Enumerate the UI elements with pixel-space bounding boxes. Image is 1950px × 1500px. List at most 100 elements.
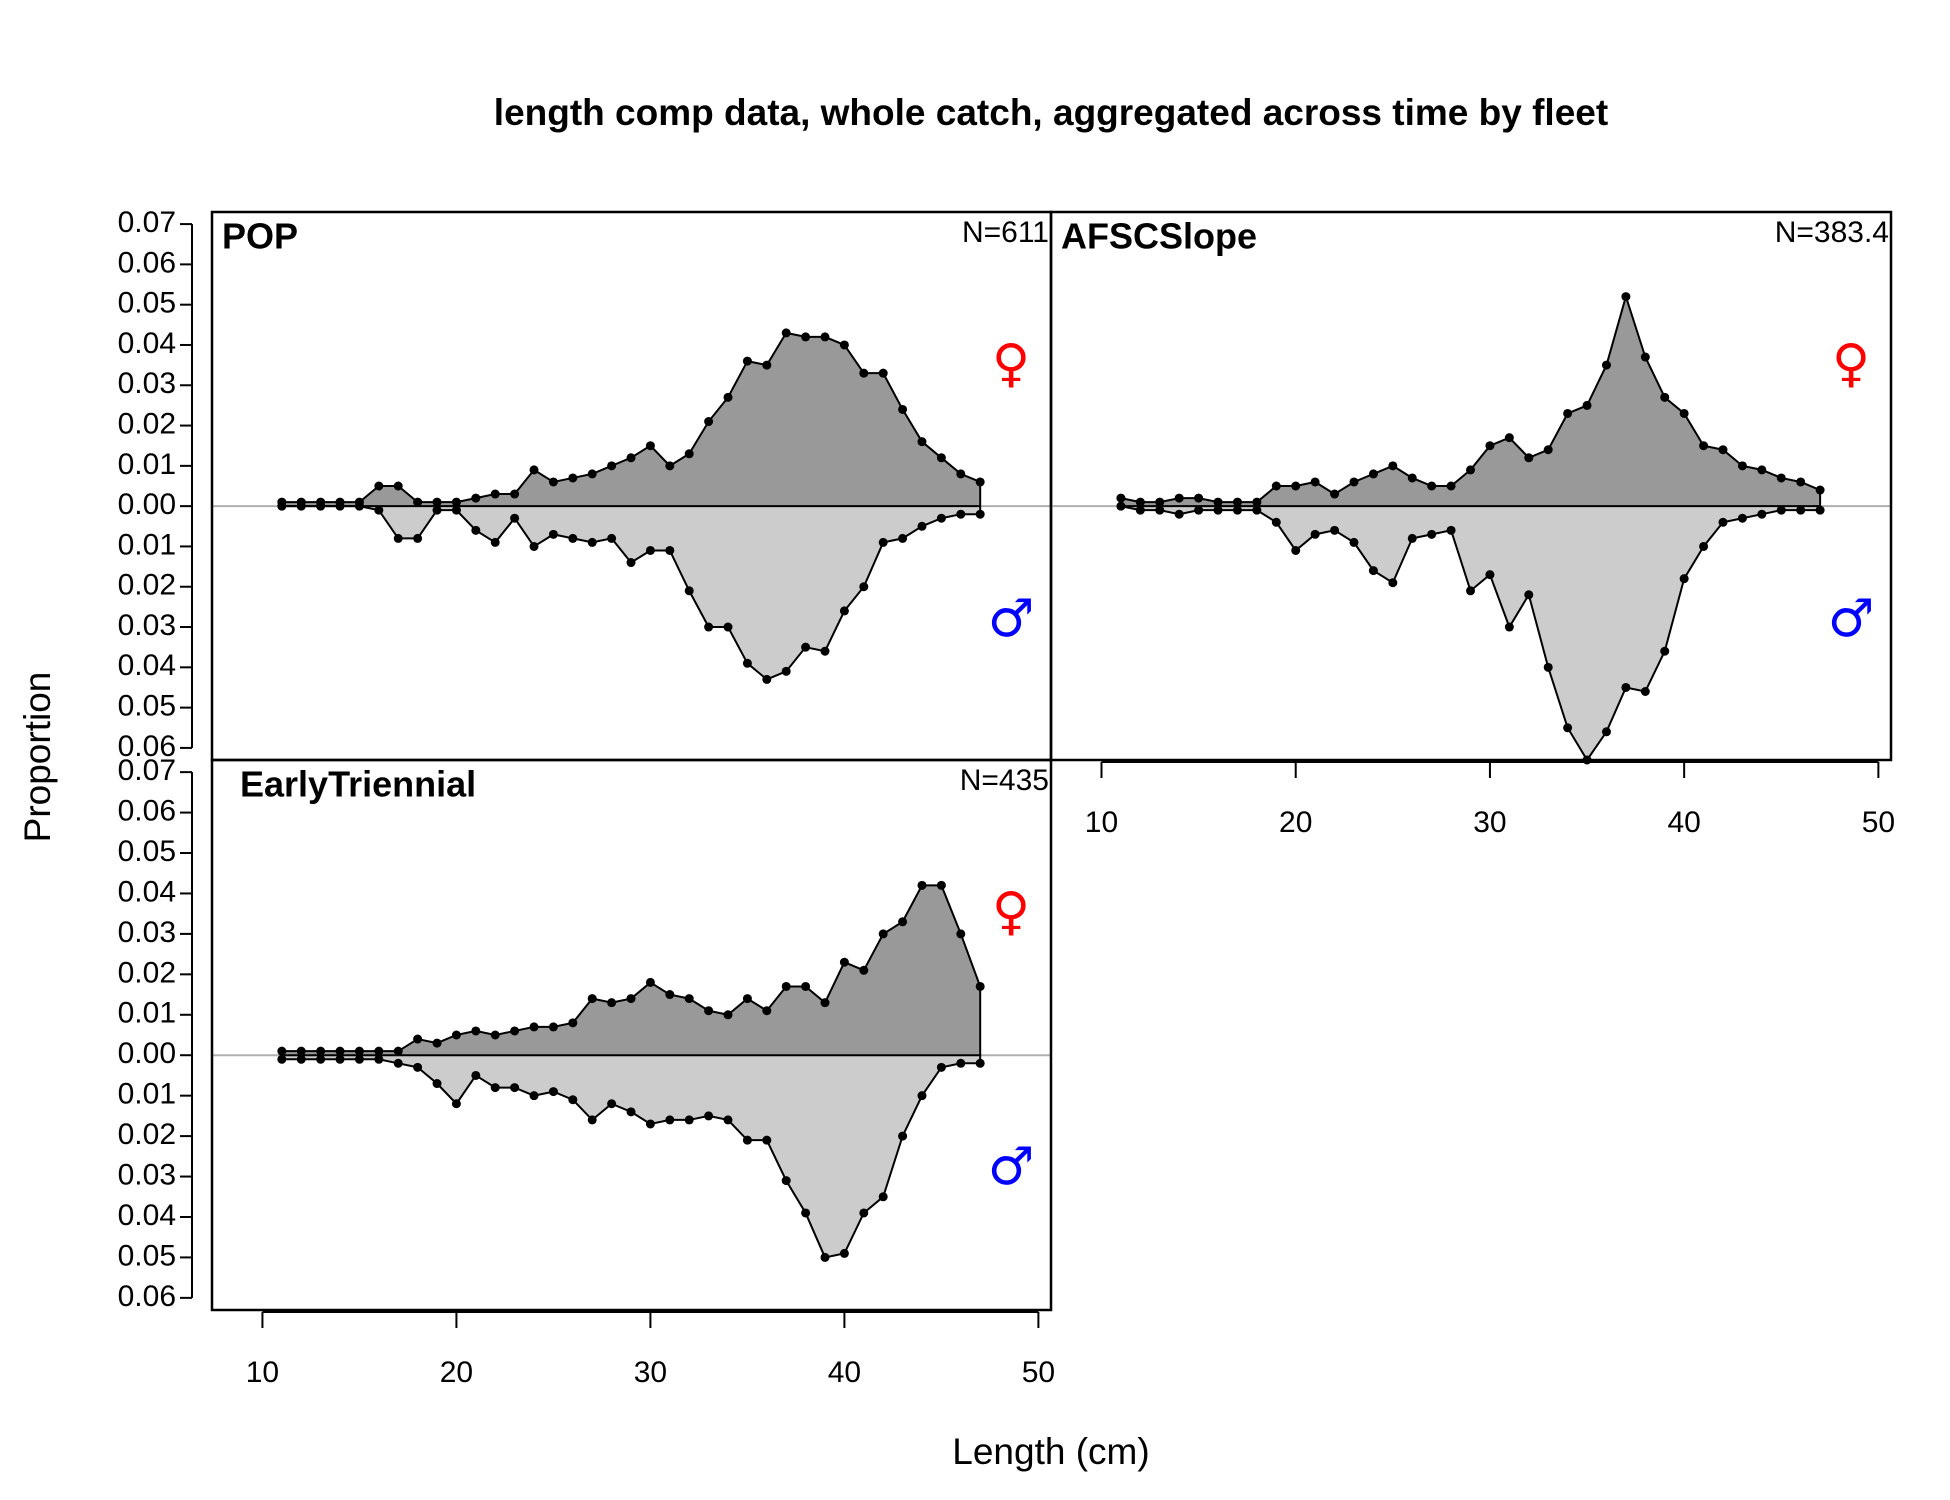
- point: [1135, 505, 1145, 515]
- point: [626, 994, 636, 1004]
- x-tick-label: 30: [1473, 806, 1506, 839]
- point: [1116, 493, 1126, 503]
- point: [432, 497, 442, 507]
- panel-title: AFSCSlope: [1061, 216, 1257, 257]
- point: [354, 501, 364, 511]
- point: [413, 497, 423, 507]
- point: [645, 1119, 655, 1129]
- point: [490, 537, 500, 547]
- point: [1174, 493, 1184, 503]
- point: [335, 501, 345, 511]
- point: [898, 404, 908, 414]
- point: [1601, 360, 1611, 370]
- point: [1232, 505, 1242, 515]
- legend-symbol: ♀: [992, 882, 1030, 942]
- y-tick-label: 0.02: [118, 569, 176, 602]
- point: [529, 1022, 539, 1032]
- point: [723, 1010, 733, 1020]
- legend-symbol: ♀: [1832, 334, 1870, 394]
- point: [1388, 578, 1398, 588]
- x-tick-label: 20: [1279, 806, 1312, 839]
- point: [548, 477, 558, 487]
- point: [917, 880, 927, 890]
- point: [1252, 497, 1262, 507]
- point: [898, 533, 908, 543]
- point: [742, 994, 752, 1004]
- point: [859, 582, 869, 592]
- point: [839, 957, 849, 967]
- point: [936, 1062, 946, 1072]
- y-tick-label: 0.06: [118, 246, 176, 279]
- y-tick-label: 0.05: [118, 1239, 176, 1272]
- point: [762, 360, 772, 370]
- point: [432, 505, 442, 515]
- point: [1271, 481, 1281, 491]
- y-tick-label: 0.04: [118, 1199, 176, 1232]
- point: [1815, 485, 1825, 495]
- point: [335, 1046, 345, 1056]
- point: [936, 513, 946, 523]
- point: [393, 481, 403, 491]
- point: [1524, 590, 1534, 600]
- x-tick-label: 30: [634, 1356, 667, 1389]
- panel-frame: [1049, 210, 1893, 762]
- point: [1776, 473, 1786, 483]
- y-tick-label: 0.05: [118, 835, 176, 868]
- point: [1368, 566, 1378, 576]
- point: [568, 1018, 578, 1028]
- point: [568, 533, 578, 543]
- point: [1485, 570, 1495, 580]
- point: [1135, 497, 1145, 507]
- point: [975, 981, 985, 991]
- point: [1330, 489, 1340, 499]
- point: [413, 1034, 423, 1044]
- point: [1330, 525, 1340, 535]
- point: [587, 994, 597, 1004]
- point: [742, 356, 752, 366]
- y-tick-label: 0.00: [118, 488, 176, 521]
- point: [316, 1054, 326, 1064]
- x-tick-label: 20: [440, 1356, 473, 1389]
- point: [393, 1046, 403, 1056]
- point: [1563, 408, 1573, 418]
- point: [742, 1135, 752, 1145]
- point: [1815, 505, 1825, 515]
- point: [1699, 541, 1709, 551]
- chart-title: length comp data, whole catch, aggregate…: [494, 92, 1608, 133]
- point: [665, 545, 675, 555]
- point: [839, 340, 849, 350]
- y-tick-label: 0.01: [118, 448, 176, 481]
- point: [956, 929, 966, 939]
- point: [1660, 392, 1670, 402]
- legend-symbol: ♂: [988, 1137, 1035, 1197]
- y-tick-label: 0.04: [118, 327, 176, 360]
- point: [607, 1099, 617, 1109]
- area: [281, 1055, 981, 1258]
- point: [878, 1192, 888, 1202]
- point: [1737, 513, 1747, 523]
- point: [781, 981, 791, 991]
- point: [432, 1038, 442, 1048]
- point: [684, 994, 694, 1004]
- y-tick-label: 0.06: [118, 794, 176, 827]
- point: [451, 497, 461, 507]
- point: [471, 1026, 481, 1036]
- point: [839, 606, 849, 616]
- point: [1252, 505, 1262, 515]
- area: [1120, 296, 1821, 507]
- point: [723, 392, 733, 402]
- point: [587, 537, 597, 547]
- point: [1446, 481, 1456, 491]
- y-tick-label: 0.03: [118, 367, 176, 400]
- point: [898, 917, 908, 927]
- x-tick-label: 50: [1022, 1356, 1055, 1389]
- panel-title: POP: [222, 216, 298, 257]
- panel-title: EarlyTriennial: [240, 764, 476, 805]
- area: [281, 885, 981, 1056]
- point: [1640, 687, 1650, 696]
- point: [723, 622, 733, 632]
- point: [859, 1208, 869, 1218]
- point: [607, 998, 617, 1008]
- point: [917, 437, 927, 447]
